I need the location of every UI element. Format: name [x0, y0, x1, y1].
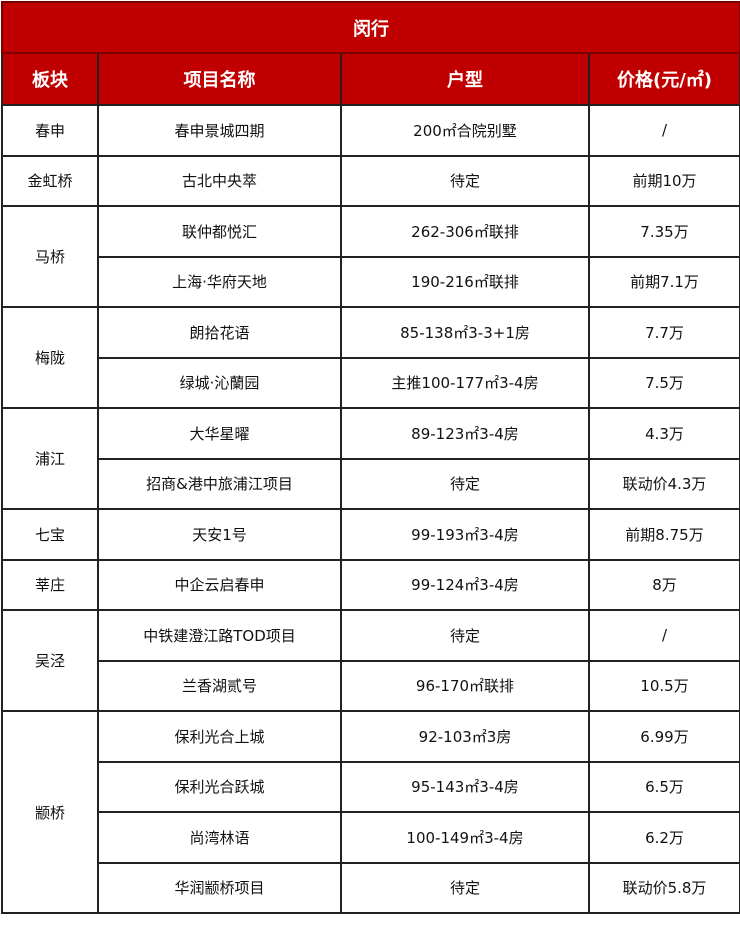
header-unit-type: 户型: [340, 52, 590, 106]
price-cell: 7.5万: [588, 356, 740, 409]
price-cell: 7.35万: [588, 205, 740, 258]
project-name-cell: 古北中央萃: [97, 154, 342, 207]
table-row: 莘庄 中企云启春申 99-124㎡3-4房 8万: [1, 558, 740, 611]
table-row: 金虹桥 古北中央萃 待定 前期10万: [1, 154, 740, 207]
project-name-cell: 大华星曜: [97, 407, 342, 460]
header-row: 板块 项目名称 户型 价格(元/㎡): [1, 52, 740, 106]
price-cell: 联动价4.3万: [588, 457, 740, 510]
area-cell: 马桥: [1, 205, 99, 308]
header-area: 板块: [1, 52, 99, 106]
project-name-cell: 天安1号: [97, 508, 342, 561]
table-row: 华润颛桥项目 待定 联动价5.8万: [2, 861, 740, 914]
project-name-cell: 华润颛桥项目: [97, 861, 342, 914]
unit-type-cell: 89-123㎡3-4房: [340, 407, 590, 460]
title-row: 闵行: [1, 1, 740, 54]
price-cell: 前期10万: [588, 154, 740, 207]
project-name-cell: 春申景城四期: [97, 104, 342, 157]
table-row: 保利光合跃城 95-143㎡3-4房 6.5万: [2, 760, 740, 813]
table-row: 上海·华府天地 190-216㎡联排 前期7.1万: [2, 255, 740, 308]
unit-type-cell: 99-124㎡3-4房: [340, 558, 590, 611]
unit-type-cell: 92-103㎡3房: [340, 710, 590, 763]
area-cell: 梅陇: [1, 306, 99, 409]
project-name-cell: 保利光合跃城: [97, 760, 342, 813]
unit-type-cell: 100-149㎡3-4房: [340, 811, 590, 864]
project-name-cell: 中铁建澄江路TOD项目: [97, 609, 342, 662]
table-body: 春申 春申景城四期 200㎡合院别墅 / 金虹桥 古北中央萃 待定 前期10万 马桥 联仲都悦汇 2…: [1, 104, 740, 914]
project-name-cell: 招商&港中旅浦江项目: [97, 457, 342, 510]
project-name-cell: 尚湾林语: [97, 811, 342, 864]
price-cell: 6.99万: [588, 710, 740, 763]
table-row: 兰香湖贰号 96-170㎡联排 10.5万: [2, 659, 740, 712]
project-name-cell: 朗拾花语: [97, 306, 342, 359]
area-cell: 颛桥: [1, 710, 99, 914]
project-name-cell: 保利光合上城: [97, 710, 342, 763]
unit-type-cell: 190-216㎡联排: [340, 255, 590, 308]
price-cell: 10.5万: [588, 659, 740, 712]
price-cell: 8万: [588, 558, 740, 611]
table-row: 春申 春申景城四期 200㎡合院别墅 /: [1, 104, 740, 157]
project-name-cell: 绿城·沁蘭园: [97, 356, 342, 409]
unit-type-cell: 待定: [340, 609, 590, 662]
project-name-cell: 兰香湖贰号: [97, 659, 342, 712]
housing-price-table: 闵行 板块 项目名称 户型 价格(元/㎡) 春申 春申景城四期 200㎡合院别墅 / 金…: [1, 1, 740, 914]
table-row: 七宝 天安1号 99-193㎡3-4房 前期8.75万: [1, 508, 740, 561]
price-cell: 联动价5.8万: [588, 861, 740, 914]
table-title: 闵行: [1, 1, 740, 54]
unit-type-cell: 主推100-177㎡3-4房: [340, 356, 590, 409]
price-cell: 6.5万: [588, 760, 740, 813]
header-price: 价格(元/㎡): [588, 52, 740, 106]
area-cell: 浦江: [1, 407, 99, 510]
area-cell: 吴泾: [1, 609, 99, 712]
unit-type-cell: 85-138㎡3-3+1房: [340, 306, 590, 359]
table-row: 绿城·沁蘭园 主推100-177㎡3-4房 7.5万: [2, 356, 740, 409]
table-row: 吴泾 中铁建澄江路TOD项目 待定 /: [1, 609, 740, 712]
table-row: 尚湾林语 100-149㎡3-4房 6.2万: [2, 811, 740, 864]
unit-type-cell: 待定: [340, 154, 590, 207]
project-name-cell: 中企云启春申: [97, 558, 342, 611]
unit-type-cell: 待定: [340, 457, 590, 510]
table-row: 梅陇 朗拾花语 85-138㎡3-3+1房 7.7万: [1, 306, 740, 409]
table-row: 颛桥 保利光合上城 92-103㎡3房 6.99万: [1, 710, 740, 914]
unit-type-cell: 99-193㎡3-4房: [340, 508, 590, 561]
price-cell: /: [588, 104, 740, 157]
price-cell: 前期8.75万: [588, 508, 740, 561]
price-cell: /: [588, 609, 740, 662]
unit-type-cell: 200㎡合院别墅: [340, 104, 590, 157]
unit-type-cell: 待定: [340, 861, 590, 914]
unit-type-cell: 96-170㎡联排: [340, 659, 590, 712]
area-cell: 金虹桥: [1, 154, 99, 207]
project-name-cell: 上海·华府天地: [97, 255, 342, 308]
unit-type-cell: 262-306㎡联排: [340, 205, 590, 258]
area-cell: 莘庄: [1, 558, 99, 611]
price-cell: 4.3万: [588, 407, 740, 460]
price-cell: 前期7.1万: [588, 255, 740, 308]
area-cell: 春申: [1, 104, 99, 157]
project-name-cell: 联仲都悦汇: [97, 205, 342, 258]
table-row: 马桥 联仲都悦汇 262-306㎡联排 7.35万: [1, 205, 740, 308]
table-row: 招商&港中旅浦江项目 待定 联动价4.3万: [2, 457, 740, 510]
price-cell: 7.7万: [588, 306, 740, 359]
price-cell: 6.2万: [588, 811, 740, 864]
table-row: 浦江 大华星曜 89-123㎡3-4房 4.3万: [1, 407, 740, 510]
area-cell: 七宝: [1, 508, 99, 561]
header-project-name: 项目名称: [97, 52, 342, 106]
unit-type-cell: 95-143㎡3-4房: [340, 760, 590, 813]
